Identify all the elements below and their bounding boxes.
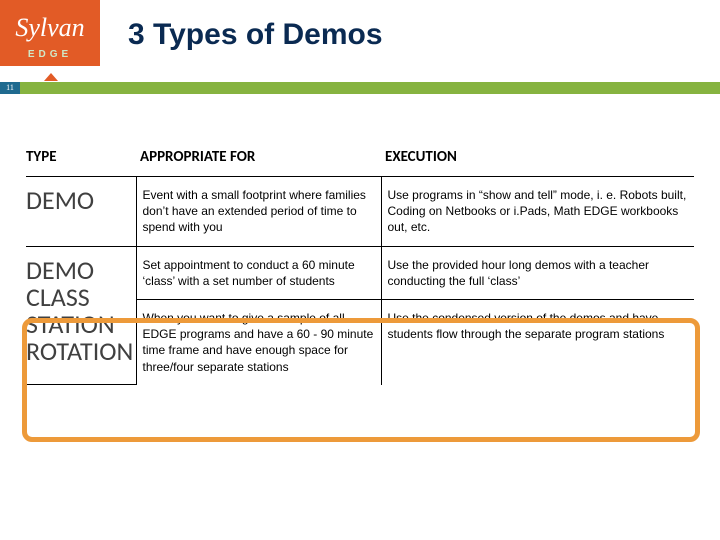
col-header-type: TYPE xyxy=(26,142,136,177)
logo-sub: EDGE xyxy=(0,49,100,60)
demos-table: TYPE APPROPRIATE FOR EXECUTION DEMO Even… xyxy=(26,142,694,385)
cell-execution: Use programs in “show and tell” mode, i.… xyxy=(381,177,694,247)
col-header-execution: EXECUTION xyxy=(381,142,694,177)
content-area: TYPE APPROPRIATE FOR EXECUTION DEMO Even… xyxy=(0,94,720,385)
cell-type-2: DEMO CLASS xyxy=(26,254,94,313)
cell-type-merged: DEMO CLASS STATION ROTATION xyxy=(26,246,136,385)
cell-execution: Use the provided hour long demos with a … xyxy=(381,246,694,299)
cell-type: DEMO xyxy=(26,177,136,247)
divider-bar: 11 xyxy=(0,82,720,94)
cell-type-3: STATION ROTATION xyxy=(26,308,133,367)
cell-appropriate: When you want to give a sample of all ED… xyxy=(136,299,381,384)
page-title: 3 Types of Demos xyxy=(100,0,383,52)
logo: Sylvan EDGE xyxy=(0,0,100,74)
cell-execution: Use the condensed version of the demos a… xyxy=(381,299,694,384)
col-header-appropriate: APPROPRIATE FOR xyxy=(136,142,381,177)
cell-appropriate: Set appointment to conduct a 60 minute ‘… xyxy=(136,246,381,299)
header: Sylvan EDGE 3 Types of Demos xyxy=(0,0,720,74)
logo-main: Sylvan xyxy=(0,18,100,39)
page-number-badge: 11 xyxy=(0,82,20,94)
table-row: DEMO CLASS STATION ROTATION Set appointm… xyxy=(26,246,694,299)
cell-appropriate: Event with a small footprint where famil… xyxy=(136,177,381,247)
table-row: DEMO Event with a small footprint where … xyxy=(26,177,694,247)
